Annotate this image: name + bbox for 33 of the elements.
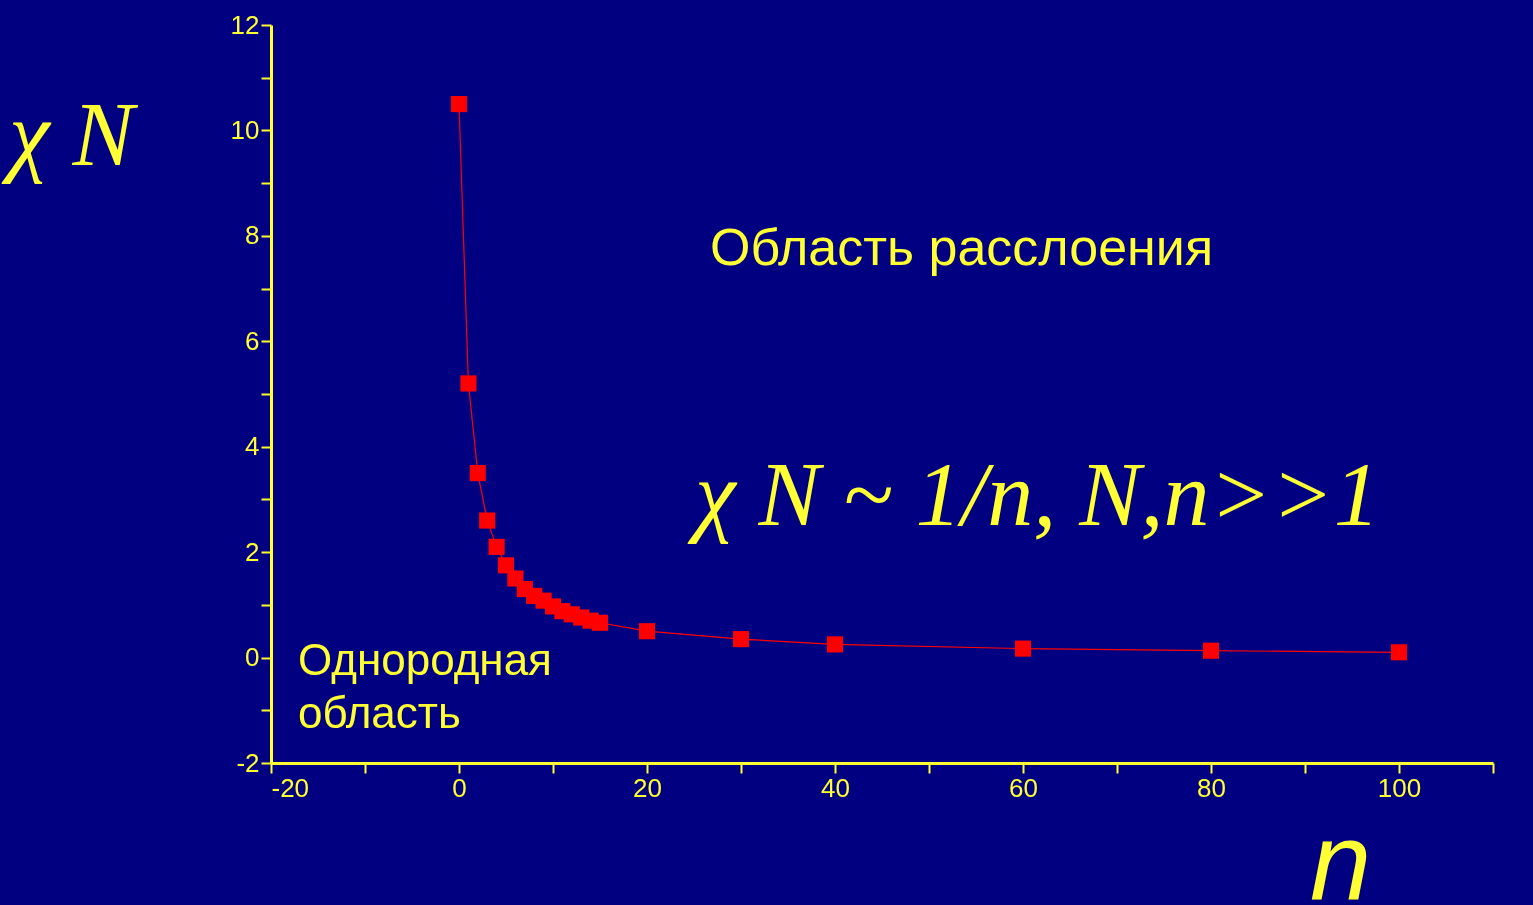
y-tick-label: 4 [245, 431, 260, 462]
y-tick-label: -2 [236, 747, 260, 778]
x-tick-label: 20 [633, 772, 662, 803]
point [732, 631, 750, 648]
x-tick-label: 100 [1377, 772, 1422, 803]
point [1202, 642, 1220, 659]
annotation: χ N ~ 1/n, N,n>>1 [687, 443, 1380, 545]
point [479, 512, 496, 529]
y-tick-label: 2 [245, 536, 260, 567]
x-tick-label: 60 [1009, 772, 1038, 803]
y-tick-label: 6 [245, 325, 260, 356]
point [1390, 644, 1408, 661]
point [1014, 640, 1032, 657]
y-tick-label: 0 [245, 642, 260, 673]
point [826, 636, 844, 653]
point [591, 614, 609, 631]
point [460, 375, 477, 392]
annotation: Область расслоения [710, 218, 1214, 276]
point [450, 96, 468, 113]
point [488, 538, 505, 555]
point [497, 557, 515, 574]
x-axis-title: n [1310, 800, 1372, 905]
point [638, 623, 656, 640]
y-axis-title: χ N [1, 83, 139, 185]
point [469, 465, 486, 482]
y-tick-label: 10 [230, 114, 260, 145]
annotation: Однородная область [298, 635, 552, 737]
x-tick-label: 0 [452, 772, 467, 803]
x-tick-label: 80 [1197, 772, 1226, 803]
x-tick-label: 40 [821, 772, 850, 803]
x-tick-label: -20 [271, 772, 310, 803]
y-tick-label: 12 [230, 9, 260, 40]
y-tick-label: 8 [245, 220, 260, 251]
